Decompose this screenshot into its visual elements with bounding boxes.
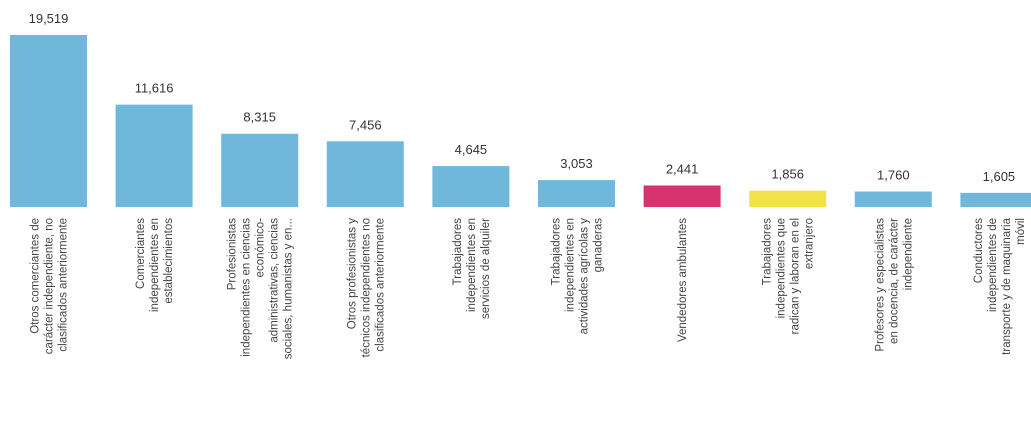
category-label-4: Trabajadores independientes en servicios d… <box>452 218 492 319</box>
bar-value-label-4: 4,645 <box>455 142 488 157</box>
category-label-6: Vendedores ambulantes <box>677 218 689 342</box>
category-label-line: independiente <box>902 218 914 290</box>
bar-value-label-7: 1,856 <box>771 167 804 182</box>
bar-0 <box>10 35 87 207</box>
category-label-line: técnicos independientes no <box>360 218 372 357</box>
category-label-line: independientes que <box>776 218 788 318</box>
bar-3 <box>326 141 404 207</box>
category-label-line: móvil <box>1015 218 1027 245</box>
category-label-line: Otros comerciantes de <box>30 218 42 334</box>
category-label-7: Trabajadores independientes que radican y … <box>762 218 816 335</box>
category-label-1: Comerciantes independientes en establecimi… <box>135 218 175 312</box>
bar-2 <box>221 133 299 207</box>
category-label-line: Trabajadores <box>762 218 774 286</box>
category-label-line: carácter independiente, no <box>44 218 56 354</box>
bar-value-label-0: 19,519 <box>29 11 69 26</box>
category-label-line: transporte y de maquinaria <box>1001 217 1013 354</box>
category-label-line: clasificados anteriormente <box>374 218 386 352</box>
category-label-8: Profesores y especialistas en docencia, d… <box>874 218 914 352</box>
bar-value-label-1: 11,616 <box>135 81 174 96</box>
category-label-line: radican y laboran en el <box>790 218 802 334</box>
bar-9 <box>960 192 1031 207</box>
category-label-line: independientes en <box>466 218 478 312</box>
bar-value-label-8: 1,760 <box>877 167 910 182</box>
bar-4 <box>432 166 510 207</box>
category-label-line: independientes de <box>987 218 999 312</box>
category-label-line: Profesionistas <box>227 218 239 290</box>
category-label-line: Otros profesionistas y <box>346 218 358 329</box>
bar-1 <box>115 104 193 207</box>
category-label-line: administrativas, ciencias <box>269 218 281 343</box>
bar-8 <box>854 191 932 207</box>
category-label-line: establecimientos <box>163 218 175 304</box>
category-label-line: en docencia, de carácter <box>888 218 900 344</box>
category-label-line: independientes en ciencias <box>241 218 253 357</box>
category-label-line: Profesores y especialistas <box>874 218 886 352</box>
category-label-line: económico- <box>255 218 267 278</box>
category-label-0: Otros comerciantes de carácter independie… <box>30 218 70 354</box>
category-label-line: extranjero <box>804 218 816 269</box>
category-label-line: clasificados anteriormente <box>58 218 70 352</box>
bar-7 <box>749 190 827 207</box>
category-label-line: Vendedores ambulantes <box>677 218 689 342</box>
category-label-line: actividades agrícolas y <box>579 218 591 335</box>
category-label-line: Trabajadores <box>551 218 563 286</box>
category-label-line: independientes en <box>149 218 161 312</box>
category-label-2: Profesionistas independientes en ciencias… <box>227 218 295 360</box>
category-label-5: Trabajadores independientes en actividades… <box>551 218 605 335</box>
bar-value-label-9: 1,605 <box>983 169 1016 184</box>
bar-value-label-5: 3,053 <box>560 156 593 171</box>
category-label-9: Conductores independientes de transporte y… <box>973 217 1027 354</box>
category-label-line: Comerciantes <box>135 218 147 289</box>
category-label-line: Conductores <box>973 218 985 283</box>
bar-value-label-3: 7,456 <box>349 117 382 132</box>
category-label-line: servicios de alquiler <box>480 218 492 319</box>
category-label-3: Otros profesionistas y técnicos independi… <box>346 218 386 358</box>
bar-value-label-2: 8,315 <box>243 110 276 125</box>
category-label-line: independientes en <box>565 218 577 312</box>
category-label-line: sociales, humanistas y en... <box>283 218 295 359</box>
bar-5 <box>538 180 615 207</box>
bar-6 <box>643 185 721 207</box>
bar-value-label-6: 2,441 <box>666 161 699 176</box>
category-label-line: ganaderas <box>593 218 605 273</box>
category-label-line: Trabajadores <box>452 218 464 286</box>
